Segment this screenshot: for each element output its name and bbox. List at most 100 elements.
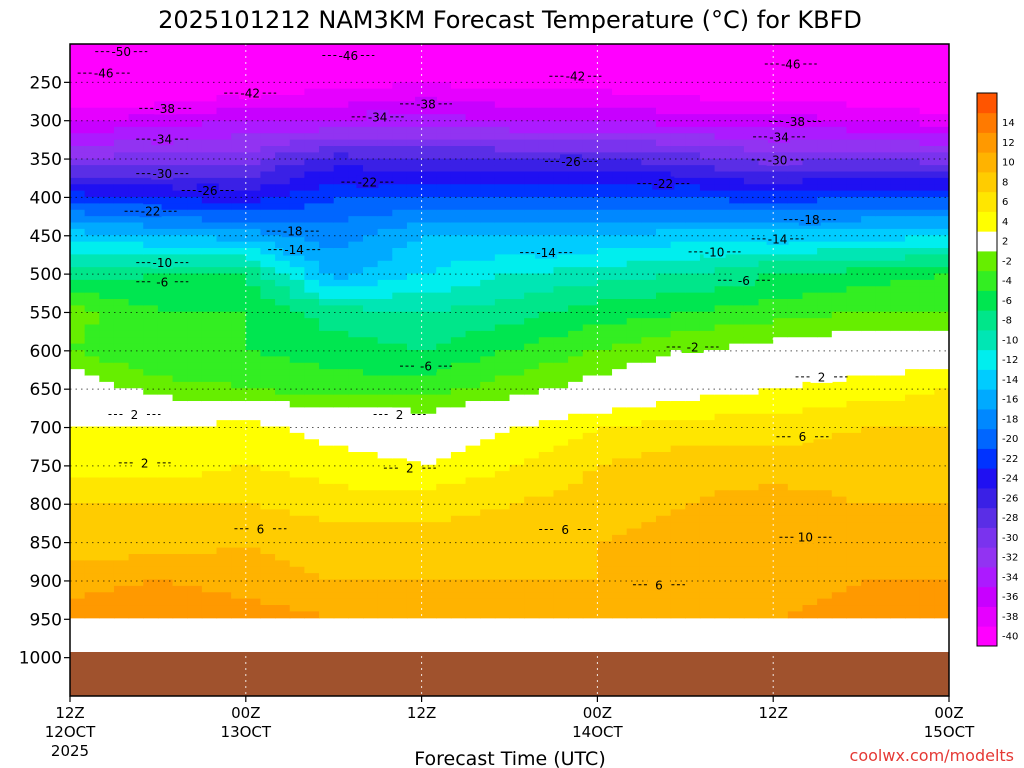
temperature-cell [377, 585, 393, 593]
temperature-cell [231, 439, 247, 447]
temperature-cell [553, 598, 569, 606]
temperature-cell [582, 350, 598, 357]
temperature-cell [685, 541, 701, 549]
temperature-cell [363, 503, 379, 510]
temperature-cell [480, 426, 496, 434]
temperature-cell [597, 152, 613, 160]
temperature-cell [773, 337, 789, 345]
temperature-cell [568, 509, 584, 517]
temperature-cell [421, 318, 437, 326]
temperature-cell [802, 184, 818, 192]
temperature-cell [494, 260, 511, 268]
temperature-cell [201, 158, 218, 166]
temperature-cell [128, 88, 144, 96]
temperature-cell [113, 522, 130, 530]
temperature-cell [304, 107, 320, 115]
temperature-cell [348, 452, 364, 459]
temperature-cell [70, 452, 86, 459]
temperature-cell [758, 598, 774, 606]
temperature-cell [348, 515, 364, 523]
temperature-cell [758, 503, 774, 510]
temperature-cell [260, 120, 276, 128]
temperature-cell [128, 579, 144, 587]
temperature-cell [275, 126, 291, 134]
temperature-cell [538, 394, 555, 402]
temperature-cell [392, 541, 408, 549]
temperature-cell [377, 439, 393, 447]
temperature-cell [70, 75, 86, 83]
temperature-cell [846, 318, 862, 326]
temperature-cell [729, 605, 745, 612]
temperature-cell [436, 279, 452, 287]
temperature-cell [216, 50, 232, 58]
temperature-cell [421, 541, 437, 549]
temperature-cell [231, 235, 247, 243]
temperature-cell [656, 56, 672, 64]
temperature-cell [363, 241, 379, 249]
temperature-cell [363, 190, 379, 198]
temperature-cell [319, 75, 335, 83]
temperature-cell [333, 477, 349, 485]
temperature-cell [348, 350, 364, 357]
temperature-cell [319, 286, 335, 294]
temperature-cell [509, 44, 525, 51]
temperature-cell [84, 248, 100, 255]
temperature-cell [348, 114, 364, 122]
temperature-cell [802, 350, 818, 357]
temperature-cell [875, 273, 891, 281]
temperature-cell [201, 388, 218, 396]
temperature-cell [509, 534, 525, 542]
temperature-cell [817, 401, 833, 408]
temperature-cell [685, 362, 701, 370]
temperature-cell [421, 56, 437, 64]
temperature-cell [568, 483, 584, 491]
temperature-cell [538, 541, 555, 549]
temperature-cell [494, 209, 511, 217]
temperature-cell [363, 216, 379, 224]
temperature-cell [846, 63, 862, 71]
temperature-cell [670, 573, 686, 581]
temperature-cell [714, 273, 730, 281]
temperature-cell [597, 273, 613, 281]
temperature-cell [729, 203, 745, 211]
temperature-cell [231, 356, 247, 364]
temperature-cell [377, 88, 393, 96]
temperature-cell [743, 120, 760, 128]
temperature-cell [626, 432, 642, 440]
temperature-cell [187, 592, 203, 600]
temperature-cell [656, 369, 672, 377]
temperature-cell [70, 381, 86, 389]
temperature-cell [714, 44, 730, 51]
temperature-cell [465, 324, 481, 332]
temperature-cell [699, 375, 716, 383]
temperature-cell [157, 343, 174, 351]
temperature-cell [846, 330, 862, 338]
temperature-cell [187, 126, 203, 134]
temperature-cell [626, 146, 642, 153]
temperature-cell [216, 362, 232, 370]
temperature-cell [597, 254, 613, 262]
temperature-cell [582, 534, 598, 542]
temperature-cell [406, 152, 423, 160]
temperature-cell [817, 209, 833, 217]
temperature-cell [260, 515, 276, 523]
temperature-cell [480, 171, 496, 179]
temperature-cell [773, 413, 789, 421]
temperature-cell [699, 299, 716, 306]
temperature-cell [568, 407, 584, 415]
temperature-cell [172, 248, 188, 255]
temperature-cell [729, 146, 745, 153]
temperature-cell [187, 401, 203, 408]
temperature-cell [377, 171, 393, 179]
temperature-cell [436, 114, 452, 122]
temperature-cell [363, 171, 379, 179]
temperature-cell [436, 228, 452, 236]
temperature-cell [157, 490, 174, 498]
temperature-cell [406, 554, 423, 561]
temperature-cell [670, 471, 686, 479]
temperature-cell [553, 464, 569, 472]
temperature-cell [99, 95, 115, 102]
temperature-cell [612, 107, 628, 115]
temperature-cell [245, 209, 262, 217]
temperature-cell [656, 305, 672, 313]
